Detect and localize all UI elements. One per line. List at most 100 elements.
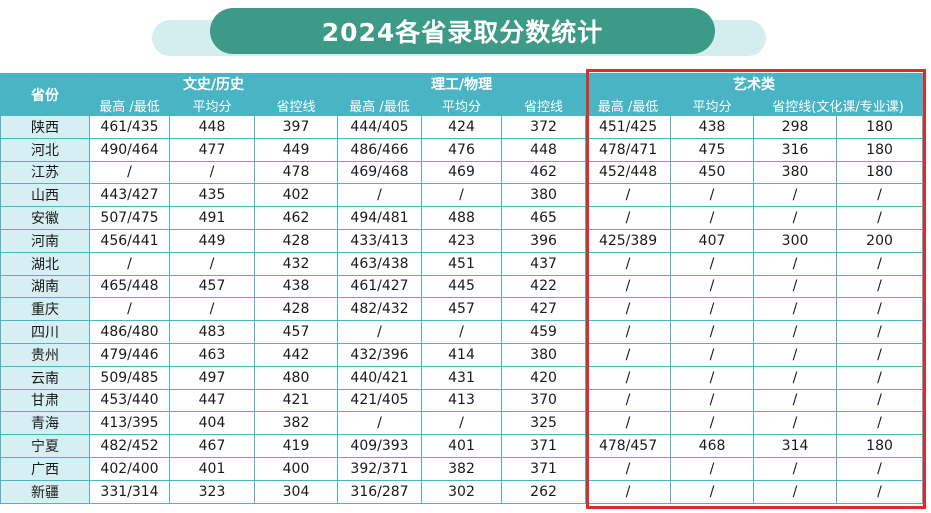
yishu-culture-line-cell: 316 bbox=[753, 137, 838, 162]
wenshi-average-cell: / bbox=[169, 251, 255, 276]
province-cell: 湖南 bbox=[0, 274, 90, 299]
ligong-average-cell: 476 bbox=[421, 137, 503, 162]
ligong-control-line-cell: 380 bbox=[501, 342, 587, 367]
yishu-average-cell: / bbox=[670, 388, 755, 413]
yishu-major-line-cell: / bbox=[836, 365, 924, 390]
ligong-max-min-cell: 486/466 bbox=[337, 137, 423, 162]
subheader-wenshi-max-min: 最高 /最低 bbox=[89, 94, 170, 116]
header-group-yishu: 艺术类 bbox=[585, 73, 924, 95]
wenshi-average-cell: 467 bbox=[169, 434, 255, 458]
yishu-culture-line-cell: 300 bbox=[753, 228, 838, 253]
yishu-average-cell: / bbox=[670, 251, 755, 276]
yishu-major-line-cell: 180 bbox=[836, 115, 924, 139]
yishu-culture-line-cell: / bbox=[753, 320, 838, 344]
subheader-yishu-control-line: 省控线(文化课/专业课) bbox=[753, 94, 924, 116]
yishu-major-line-cell: / bbox=[836, 388, 924, 413]
yishu-major-line-cell: / bbox=[836, 479, 924, 504]
yishu-max-min-cell: 478/457 bbox=[585, 434, 672, 458]
ligong-control-line-cell: 380 bbox=[501, 183, 587, 208]
yishu-average-cell: / bbox=[670, 297, 755, 322]
wenshi-average-cell: 448 bbox=[169, 115, 255, 139]
ligong-control-line-cell: 427 bbox=[501, 297, 587, 322]
wenshi-control-line-cell: 462 bbox=[253, 206, 339, 230]
yishu-culture-line-cell: / bbox=[753, 251, 838, 276]
ligong-max-min-cell: 469/468 bbox=[337, 160, 423, 185]
yishu-major-line-cell: 200 bbox=[836, 228, 924, 253]
yishu-major-line-cell: / bbox=[836, 456, 924, 481]
yishu-max-min-cell: / bbox=[585, 183, 672, 208]
ligong-control-line-cell: 371 bbox=[501, 434, 587, 458]
ligong-control-line-cell: 422 bbox=[501, 274, 587, 299]
wenshi-average-cell: 457 bbox=[169, 274, 255, 299]
ligong-average-cell: 445 bbox=[421, 274, 503, 299]
wenshi-average-cell: 483 bbox=[169, 320, 255, 344]
ligong-average-cell: 302 bbox=[421, 479, 503, 504]
yishu-max-min-cell: / bbox=[585, 456, 672, 481]
yishu-major-line-cell: / bbox=[836, 411, 924, 436]
wenshi-control-line-cell: 397 bbox=[253, 115, 339, 139]
table-row: 湖南 465/448 457 438 461/427 445 422// / / bbox=[0, 274, 924, 299]
wenshi-max-min-cell: 413/395 bbox=[89, 411, 170, 436]
yishu-max-min-cell: / bbox=[585, 320, 672, 344]
ligong-control-line-cell: 465 bbox=[501, 206, 587, 230]
wenshi-average-cell: 323 bbox=[169, 479, 255, 504]
yishu-max-min-cell: / bbox=[585, 388, 672, 413]
wenshi-average-cell: / bbox=[169, 160, 255, 185]
table-row: 青海 413/395 404 382//325// / / bbox=[0, 411, 924, 436]
ligong-control-line-cell: 459 bbox=[501, 320, 587, 344]
table-row: 河南 456/441 449 428 433/413 423 396 425/389 407 30… bbox=[0, 228, 924, 253]
wenshi-max-min-cell: 482/452 bbox=[89, 434, 170, 458]
wenshi-max-min-cell: 509/485 bbox=[89, 365, 170, 390]
subheader-ligong-average: 平均分 bbox=[421, 94, 503, 116]
yishu-average-cell: / bbox=[670, 411, 755, 436]
province-cell: 新疆 bbox=[0, 479, 90, 504]
province-cell: 河北 bbox=[0, 137, 90, 162]
ligong-average-cell: / bbox=[421, 320, 503, 344]
wenshi-control-line-cell: 419 bbox=[253, 434, 339, 458]
ligong-control-line-cell: 262 bbox=[501, 479, 587, 504]
page-title: 2024各省录取分数统计 bbox=[210, 8, 715, 54]
ligong-max-min-cell: / bbox=[337, 183, 423, 208]
score-table-body: 陕西 461/435 448 397 444/405 424 372 451/425 438 29… bbox=[0, 115, 924, 504]
yishu-major-line-cell: / bbox=[836, 297, 924, 322]
wenshi-average-cell: / bbox=[169, 297, 255, 322]
ligong-average-cell: 423 bbox=[421, 228, 503, 253]
province-cell: 安徽 bbox=[0, 206, 90, 230]
yishu-average-cell: / bbox=[670, 206, 755, 230]
yishu-culture-line-cell: / bbox=[753, 365, 838, 390]
province-cell: 宁夏 bbox=[0, 434, 90, 458]
yishu-average-cell: / bbox=[670, 479, 755, 504]
yishu-average-cell: 407 bbox=[670, 228, 755, 253]
wenshi-max-min-cell: 486/480 bbox=[89, 320, 170, 344]
province-cell: 贵州 bbox=[0, 342, 90, 367]
yishu-major-line-cell: / bbox=[836, 320, 924, 344]
ligong-average-cell: 457 bbox=[421, 297, 503, 322]
yishu-major-line-cell: / bbox=[836, 206, 924, 230]
yishu-culture-line-cell: 298 bbox=[753, 115, 838, 139]
table-row: 江苏 //478 469/468 469 462 452/448 450 380 180 bbox=[0, 160, 924, 185]
wenshi-average-cell: 491 bbox=[169, 206, 255, 230]
ligong-average-cell: 424 bbox=[421, 115, 503, 139]
ligong-control-line-cell: 448 bbox=[501, 137, 587, 162]
wenshi-control-line-cell: 428 bbox=[253, 228, 339, 253]
wenshi-average-cell: 401 bbox=[169, 456, 255, 481]
province-cell: 重庆 bbox=[0, 297, 90, 322]
wenshi-control-line-cell: 400 bbox=[253, 456, 339, 481]
province-cell: 青海 bbox=[0, 411, 90, 436]
ligong-max-min-cell: 463/438 bbox=[337, 251, 423, 276]
ligong-average-cell: 413 bbox=[421, 388, 503, 413]
subheader-wenshi-control-line: 省控线 bbox=[253, 94, 339, 116]
table-row: 安徽 507/475 491 462 494/481 488 465// / / bbox=[0, 206, 924, 230]
yishu-average-cell: / bbox=[670, 320, 755, 344]
wenshi-max-min-cell: 479/446 bbox=[89, 342, 170, 367]
wenshi-control-line-cell: 457 bbox=[253, 320, 339, 344]
yishu-average-cell: / bbox=[670, 342, 755, 367]
table-row: 广西 402/400 401 400 392/371 382 371// / / bbox=[0, 456, 924, 481]
wenshi-average-cell: 447 bbox=[169, 388, 255, 413]
table-row: 云南 509/485 497 480 440/421 431 420// / / bbox=[0, 365, 924, 390]
wenshi-max-min-cell: 402/400 bbox=[89, 456, 170, 481]
wenshi-max-min-cell: / bbox=[89, 251, 170, 276]
province-cell: 陕西 bbox=[0, 115, 90, 139]
yishu-max-min-cell: 478/471 bbox=[585, 137, 672, 162]
subheader-ligong-max-min: 最高 /最低 bbox=[337, 94, 423, 116]
